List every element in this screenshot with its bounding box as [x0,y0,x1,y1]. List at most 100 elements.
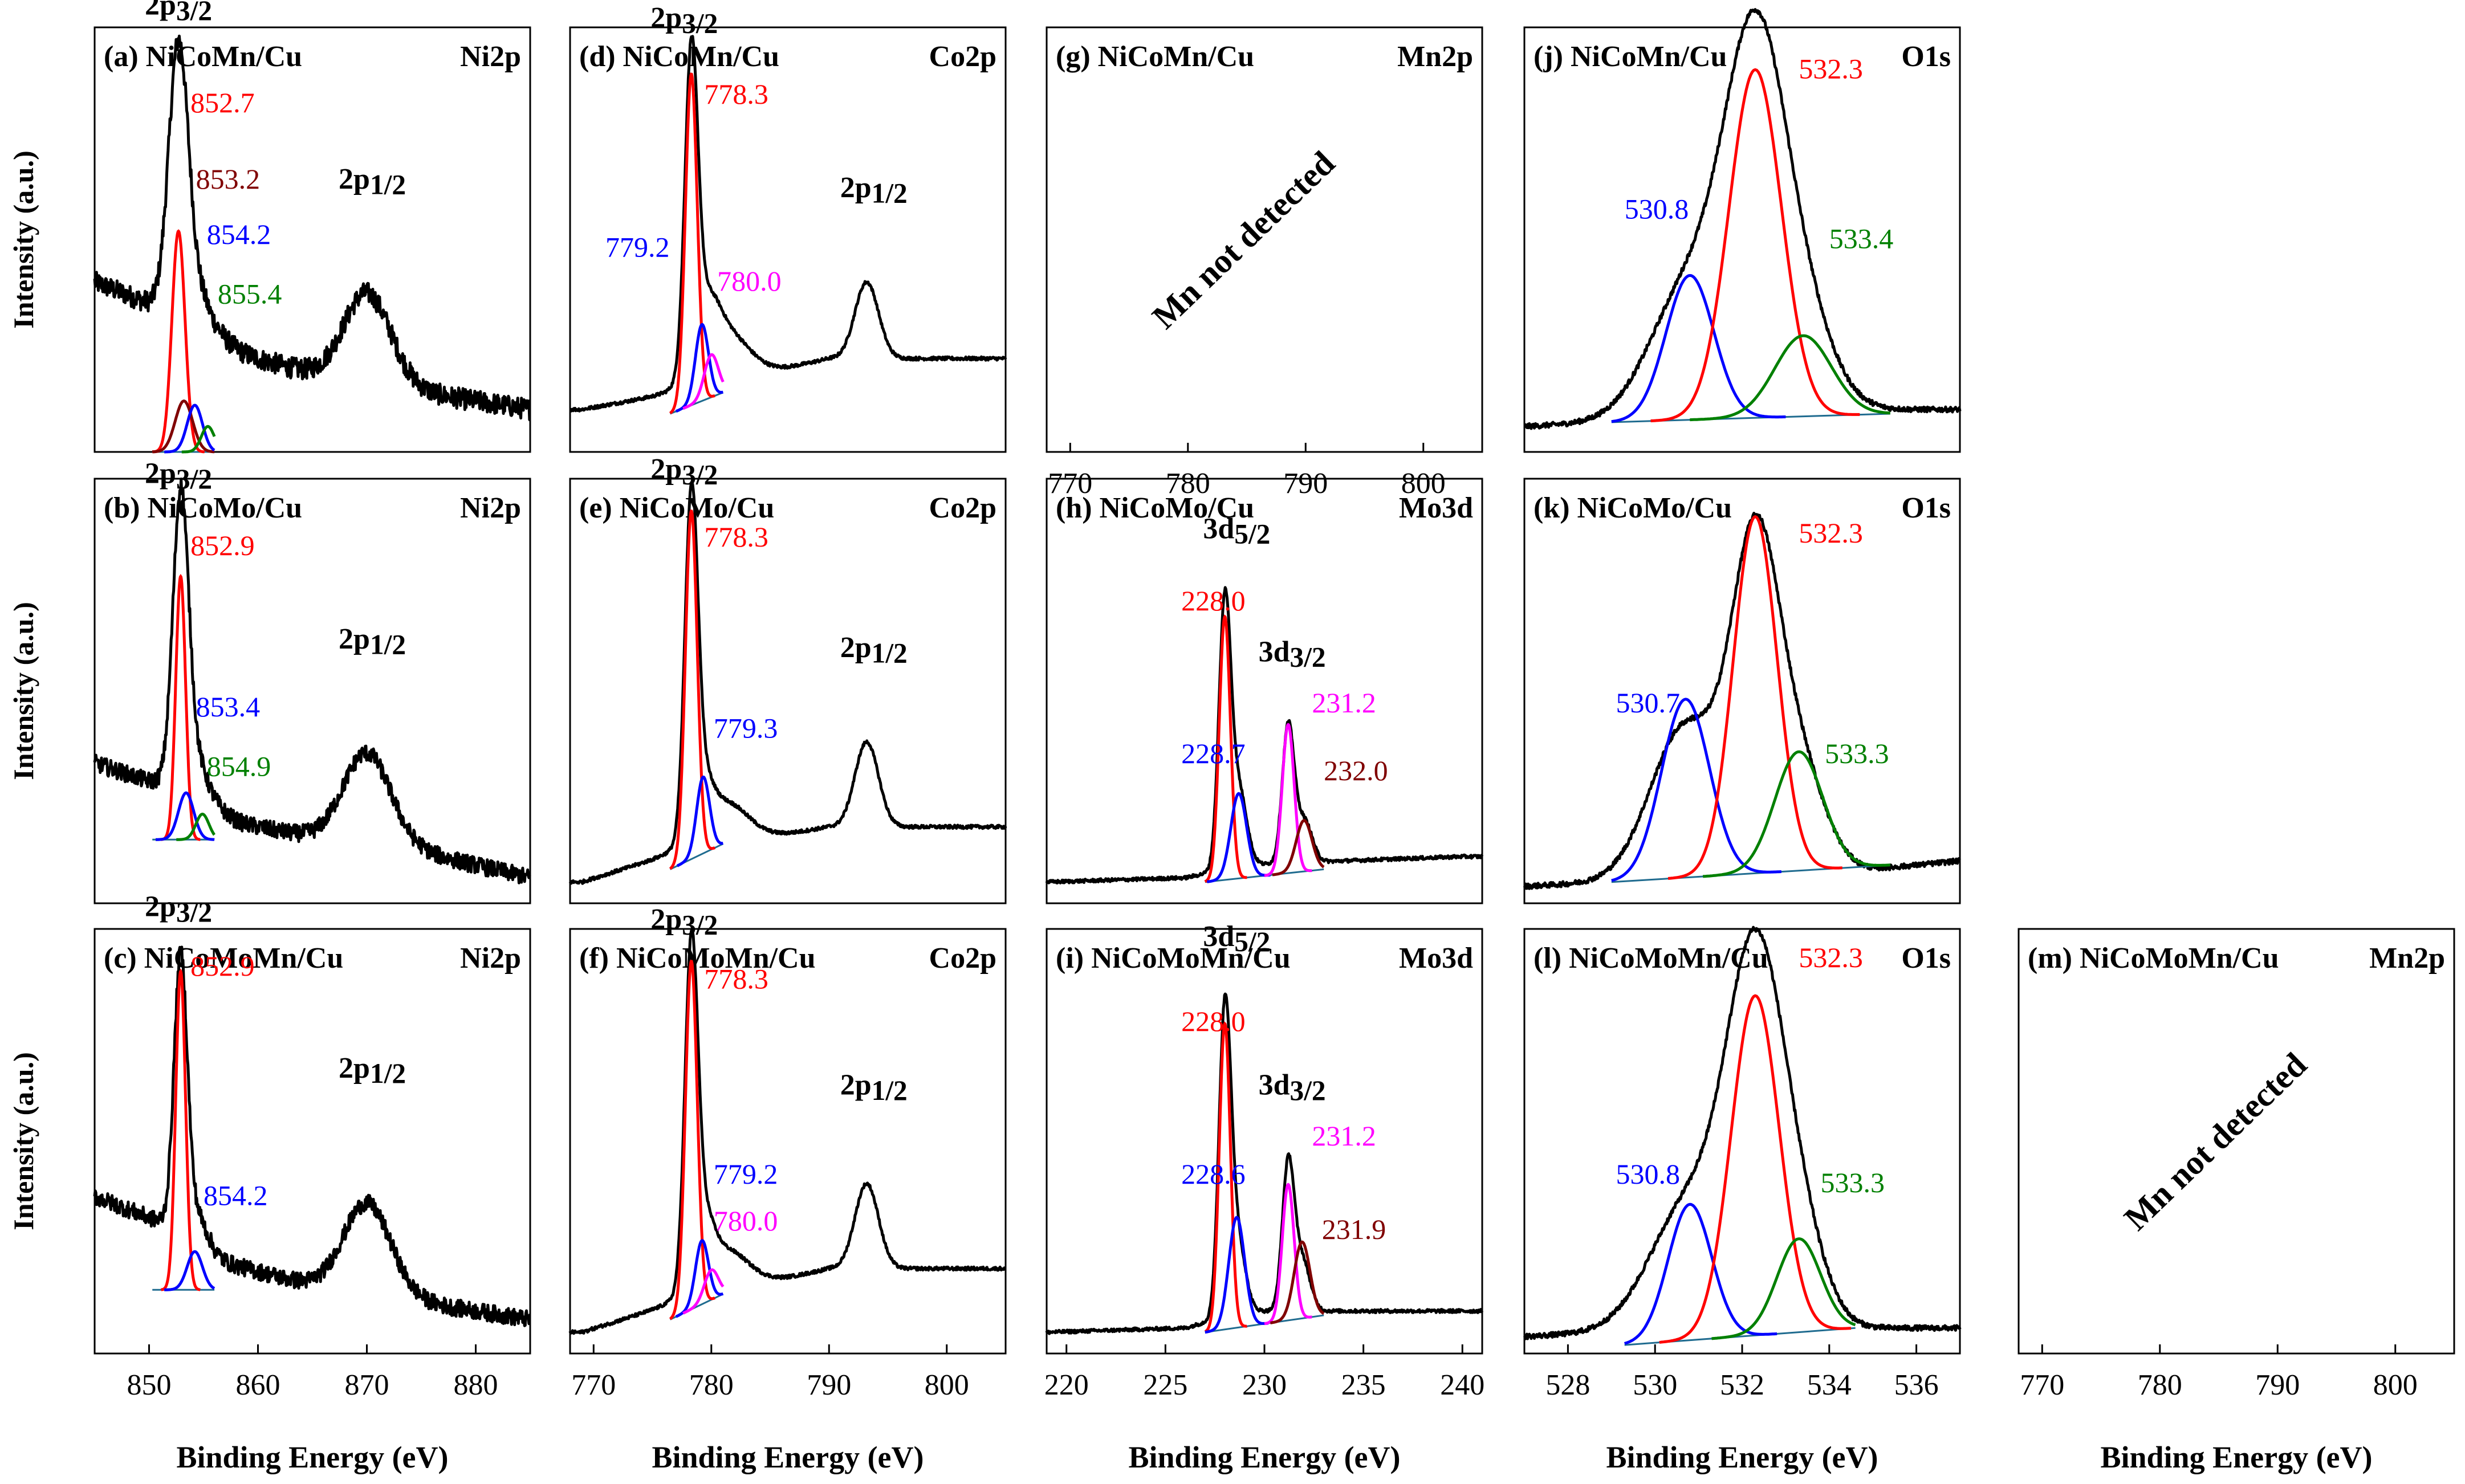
element-label: Ni2p [460,492,521,524]
panel-frame [1523,26,1961,453]
panel-frame [93,478,531,904]
element-label: Mo3d [1399,942,1473,975]
x-tick-label: 770 [571,1369,616,1401]
panel-g: 770 780 790 800 (g) NiCoMn/Cu Mn2p Mn not dete… [1046,26,1483,500]
raw-spectrum [568,929,1007,1335]
panel-label: (i) NiCoMoMn/Cu [1056,942,1291,975]
panel-k: (k) NiCoMo/Cu O1s 530.7 532.3 533.3 [1523,478,1961,904]
energy-label: 779.2 [605,231,670,263]
energy-label: 852.9 [190,950,255,982]
panel-frame [2017,928,2455,1355]
y-axis-label: Intensity (a.u.) [7,150,39,329]
energy-label: 533.3 [1821,1167,1885,1198]
fit-component-magenta [682,353,725,410]
x-tick-label: 220 [1044,1369,1089,1401]
panel-label: (b) NiCoMo/Cu [104,492,302,524]
x-tick-label: 790 [1283,467,1328,500]
x-tick-label: 870 [345,1369,389,1401]
fit-component-green [1702,750,1890,878]
energy-label: 533.3 [1825,737,1889,769]
peak-name-label: 2p3/2 [145,891,212,928]
panel-c: 850 860 870 880 (c) NiCoMoMn/Cu Ni2p 852.9 854.… [93,891,531,1401]
panel-frame [1046,928,1483,1355]
x-tick-label: 532 [1720,1369,1764,1401]
peak-name-label: 2p3/2 [650,903,718,940]
raw-spectrum [568,480,1007,885]
x-axis-label: Binding Energy (eV) [1606,1440,1878,1474]
x-tick-label: 770 [2020,1369,2064,1401]
x-tick-label: 534 [1807,1369,1852,1401]
fit-component-green [1711,1237,1856,1340]
energy-label: 855.4 [218,278,282,309]
x-axis-label: Binding Energy (eV) [1128,1440,1400,1474]
energy-label: 854.2 [207,218,271,250]
fit-component-red [1204,614,1247,883]
fit-component-red [669,959,716,1320]
x-tick-label: 880 [454,1369,498,1401]
panel-f: 770 780 790 800 (f) NiCoMoMn/Cu Co2p 778.3 779.… [568,903,1007,1401]
peak-name-label: 3d3/2 [1259,635,1326,672]
fit-component-maroon [1270,1240,1325,1324]
fit-component-magenta [1264,723,1312,877]
fit-component-blue [675,323,723,413]
element-label: O1s [1901,40,1951,73]
fit-component-green [176,812,216,841]
fit-background [1611,864,1890,883]
panel-label: (m) NiCoMoMn/Cu [2028,942,2279,975]
peak-name-label: 2p1/2 [840,172,908,209]
fit-component-maroon [1272,819,1325,876]
x-tick-label: 780 [1166,467,1210,500]
fit-component-blue [1206,792,1271,883]
peak-name-label: 2p1/2 [339,163,406,200]
peak-name-label: 3d3/2 [1259,1069,1326,1106]
panel-label: (h) NiCoMo/Cu [1056,492,1254,524]
panel-label: (l) NiCoMoMn/Cu [1533,942,1768,975]
energy-label: 852.9 [190,529,255,561]
panel-label: (j) NiCoMn/Cu [1533,40,1727,73]
x-tick-label: 800 [925,1369,969,1401]
energy-label: 778.3 [704,521,768,553]
fit-component-blue [164,403,215,454]
panel-label: (g) NiCoMn/Cu [1056,40,1254,73]
element-label: Ni2p [460,40,521,73]
x-tick-label: 800 [2373,1369,2418,1401]
x-tick-label: 800 [1401,467,1446,500]
energy-label: 533.4 [1829,222,1894,254]
panel-e: (e) NiCoMo/Cu Co2p 778.3 779.3 2p3/2 2p1/2 [568,453,1007,904]
panel-label: (k) NiCoMo/Cu [1533,492,1732,524]
energy-label: 853.4 [196,691,261,723]
element-label: O1s [1901,492,1951,524]
raw-spectrum [1523,926,1962,1340]
x-axis-label: Binding Energy (eV) [176,1440,448,1474]
fit-component-red [1204,1021,1247,1334]
panel-b: (b) NiCoMo/Cu Ni2p 852.9 853.4 854.9 2p3/2 2p1… [93,457,531,904]
raw-spectrum [93,945,531,1327]
energy-label: 231.2 [1312,687,1376,719]
element-label: Co2p [929,942,996,975]
fit-component-blue [1624,1202,1777,1345]
energy-label: 231.9 [1322,1213,1386,1245]
energy-label: 853.2 [196,163,261,195]
x-tick-label: 530 [1633,1369,1677,1401]
energy-label: 231.2 [1312,1120,1376,1152]
peak-name-label: 2p1/2 [840,1069,908,1106]
raw-spectrum [93,34,531,422]
energy-label: 780.0 [714,1205,778,1237]
raw-spectrum [1045,586,1484,884]
element-label: Mo3d [1399,492,1473,524]
fit-component-green [181,425,216,454]
fit-component-blue [156,791,215,841]
x-tick-label: 790 [2255,1369,2300,1401]
x-tick-label: 528 [1545,1369,1590,1401]
energy-label: 780.0 [717,265,782,297]
energy-label: 778.3 [704,963,768,994]
energy-label: 778.3 [704,78,768,110]
element-label: Ni2p [460,942,521,975]
energy-label: 779.3 [714,712,778,744]
element-label: Co2p [929,492,996,524]
x-tick-label: 770 [1048,467,1092,500]
energy-label: 228.7 [1181,737,1246,769]
fit-component-blue [1611,698,1781,882]
panel-j: (j) NiCoMn/Cu O1s 530.8 532.3 533.4 [1523,8,1962,453]
energy-label: 232.0 [1324,755,1388,786]
